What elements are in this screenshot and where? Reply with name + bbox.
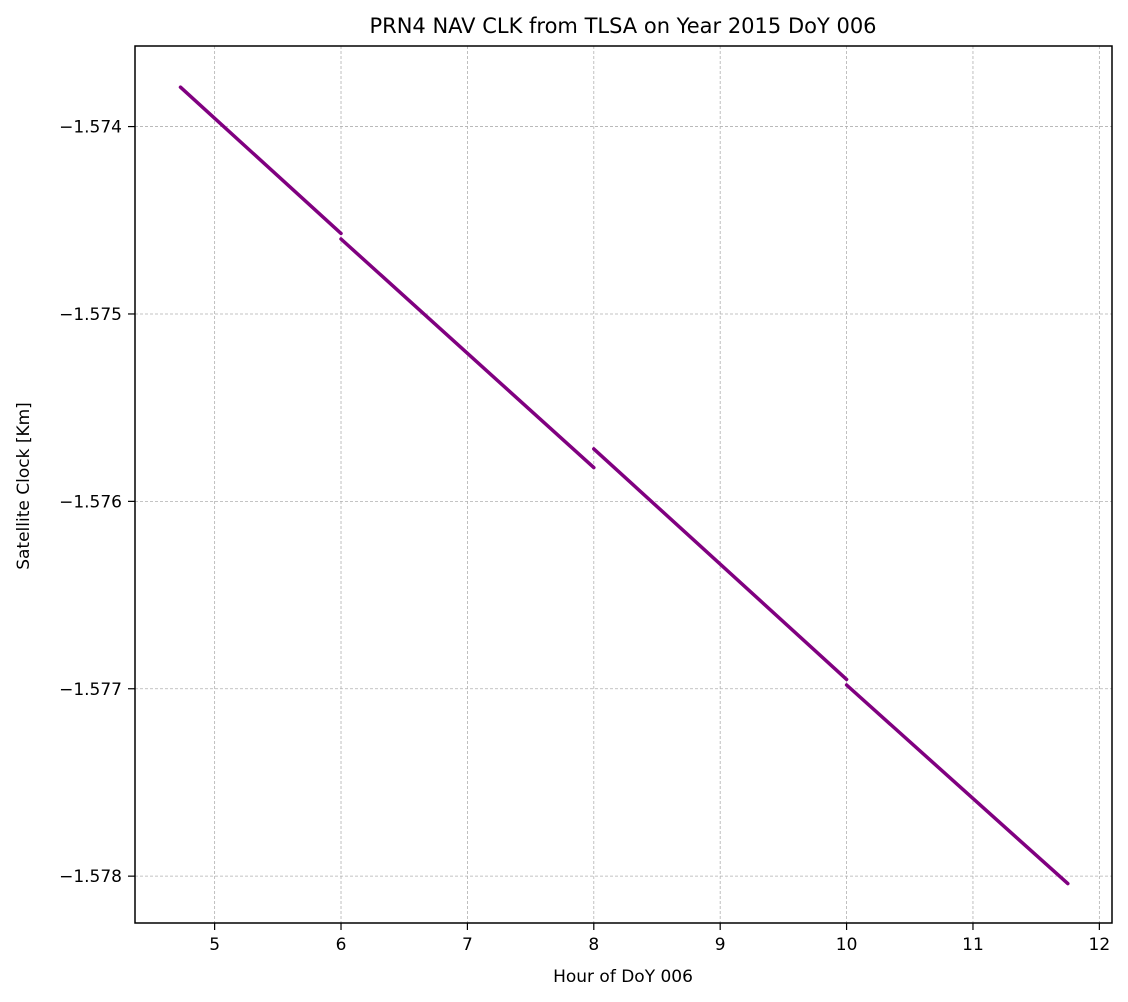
plot-frame (134, 45, 1113, 924)
x-axis-ticks: 5 6 7 8 9 10 11 12 (209, 923, 1110, 955)
x-tick-label: 5 (209, 935, 220, 955)
x-tick-label: 10 (836, 935, 858, 955)
x-tick-label: 8 (588, 935, 599, 955)
data-series (178, 85, 1070, 886)
series-segment-3 (592, 447, 849, 682)
x-tick-label: 6 (336, 935, 347, 955)
y-tick-label: −1.578 (59, 867, 122, 887)
x-axis-label: Hour of DoY 006 (553, 967, 693, 987)
series-segment-4 (844, 683, 1070, 886)
y-axis-label: Satellite Clock [Km] (14, 402, 34, 570)
series-segment-2 (339, 237, 596, 470)
x-tick-label: 12 (1089, 935, 1111, 955)
x-tick-label: 9 (715, 935, 726, 955)
chart-title: PRN4 NAV CLK from TLSA on Year 2015 DoY … (369, 14, 876, 38)
y-tick-label: −1.574 (59, 118, 122, 138)
x-tick-label: 7 (462, 935, 473, 955)
y-axis-ticks: −1.574 −1.575 −1.576 −1.577 −1.578 (59, 118, 135, 887)
grid (135, 46, 1112, 923)
y-tick-label: −1.577 (59, 680, 122, 700)
x-tick-label: 11 (962, 935, 984, 955)
series-segment-1 (178, 85, 343, 236)
y-tick-label: −1.576 (59, 492, 122, 512)
y-tick-label: −1.575 (59, 305, 122, 325)
